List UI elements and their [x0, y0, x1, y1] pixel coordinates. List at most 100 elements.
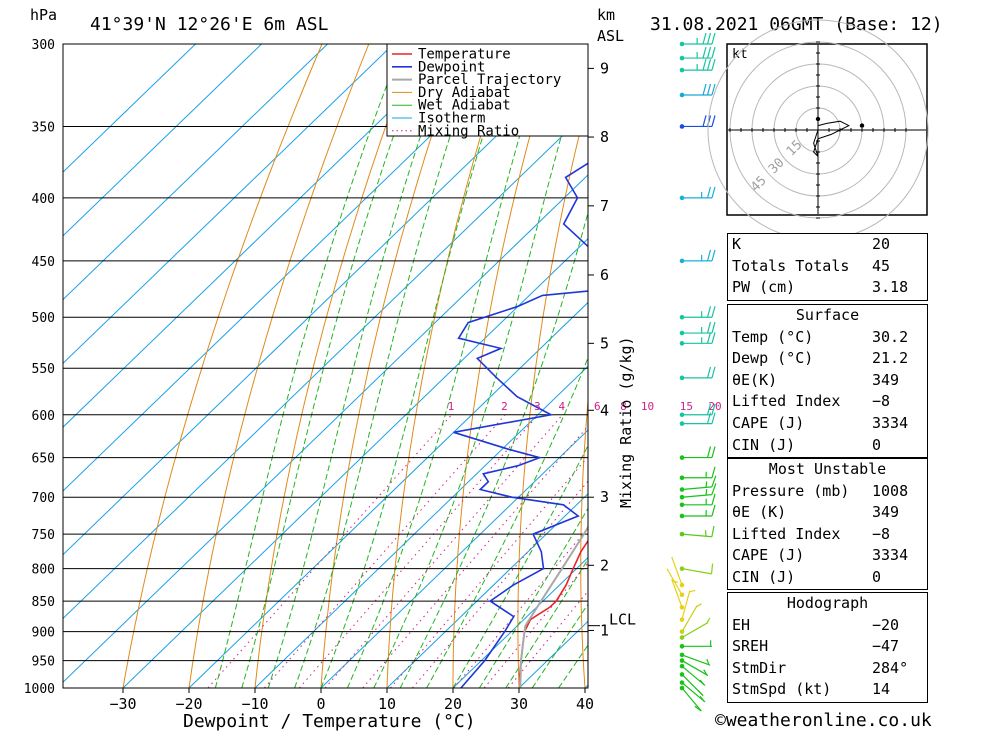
hodograph-trace — [813, 120, 850, 157]
index-value: 45 — [872, 256, 891, 275]
credit-link[interactable]: ©weatheronline.co.uk — [715, 710, 932, 731]
wind-barb-staff — [681, 665, 706, 686]
index-value: 349 — [872, 370, 900, 389]
index-label: θE (K) — [732, 503, 787, 522]
wind-barb-staff — [681, 494, 712, 498]
wind-barb-flag — [706, 249, 712, 262]
pressure-unit-label: hPa — [30, 6, 57, 24]
legend-entry: Dry Adiabat — [418, 85, 511, 101]
legend-entry: Parcel Trajectory — [418, 72, 561, 88]
wind-barb-staff — [666, 568, 683, 596]
pressure-tick-label: 450 — [32, 255, 55, 270]
index-value: 1008 — [872, 481, 909, 500]
x-tick-label: 40 — [576, 695, 594, 713]
lcl-label: LCL — [609, 611, 636, 629]
wind-barb-flag — [706, 186, 712, 199]
index-label: CAPE (J) — [732, 546, 805, 565]
most-unstable-title: Most Unstable — [768, 460, 887, 478]
wind-barb-staff — [681, 533, 712, 538]
wind-barb-flag — [706, 332, 712, 344]
index-label: CIN (J) — [732, 435, 796, 454]
wind-barb — [679, 663, 706, 686]
index-value: −8 — [872, 524, 891, 543]
index-value: 3334 — [872, 413, 909, 432]
wind-barb — [679, 46, 716, 61]
isotherm-line — [63, 44, 460, 428]
mixing-ratio-line — [362, 425, 588, 688]
wind-barb-flag — [702, 58, 707, 71]
wind-barb-staff — [681, 568, 712, 575]
wind-barb — [679, 466, 716, 481]
wind-barb — [679, 617, 711, 640]
wind-barb-flag — [711, 446, 716, 458]
wind-barb-flag — [706, 58, 712, 71]
index-row: PW (cm) 3.18 — [728, 277, 927, 299]
wind-barb-flag — [702, 83, 707, 96]
index-value: 349 — [872, 503, 900, 522]
dewpoint-line — [453, 162, 588, 688]
wind-barb — [679, 412, 716, 426]
wind-barb-flag — [711, 366, 716, 379]
mixing-ratio-label: 10 — [641, 400, 654, 413]
wind-barb — [679, 685, 702, 712]
wind-barb-halfflag — [703, 669, 708, 676]
index-label: StmDir — [732, 658, 787, 677]
wind-barb-halfflag — [671, 579, 679, 584]
wind-barb-flag — [711, 332, 716, 344]
wind-barb — [679, 504, 716, 519]
wind-barb-flag — [711, 249, 716, 262]
index-label: SREH — [732, 637, 769, 656]
index-row: CAPE (J) 3334 — [728, 413, 927, 435]
wind-barb-staff — [681, 605, 698, 632]
mixing-ratio-label: 20 — [708, 400, 721, 413]
wind-barb-halfflag — [704, 530, 707, 537]
index-label: CIN (J) — [732, 567, 796, 586]
dry-adiabat-line — [386, 44, 510, 688]
wind-barb — [679, 58, 716, 73]
wind-barb — [679, 366, 716, 381]
wind-barb — [679, 475, 717, 492]
wind-barb-flag — [711, 483, 717, 495]
wind-barb — [679, 249, 716, 264]
index-label: K — [732, 235, 742, 253]
km-tick-label: 4 — [600, 401, 609, 419]
wind-barb-flag — [711, 46, 716, 59]
wind-barb — [679, 658, 709, 677]
wind-barb — [679, 186, 716, 201]
wind-barb — [666, 568, 685, 598]
wet-adiabat-line — [399, 211, 588, 688]
wet-adiabat-line — [346, 44, 548, 688]
mixing-ratio-label: 2 — [501, 400, 508, 413]
wind-barb — [679, 680, 706, 703]
dry-adiabat-line — [580, 395, 588, 688]
isotherm-line — [63, 44, 526, 492]
mixing-ratio-label: 4 — [558, 400, 565, 413]
wind-barb — [679, 403, 716, 418]
index-value: −8 — [872, 392, 891, 411]
km-tick-label: 1 — [600, 621, 609, 639]
x-tick-label: 0 — [316, 695, 325, 713]
wind-barb-flag — [711, 403, 716, 415]
pressure-tick-label: 750 — [32, 528, 55, 543]
x-tick-label: −20 — [175, 695, 202, 713]
wind-barb-flag — [711, 466, 716, 478]
wind-barb-staff — [671, 556, 683, 586]
legend-entry: Wet Adiabat — [418, 98, 511, 114]
wind-barb-halfflag — [689, 589, 696, 593]
pressure-tick-label: 550 — [32, 362, 55, 377]
isotherm-line — [63, 44, 328, 301]
wind-barb-staff — [681, 590, 691, 620]
wet-adiabat-line — [373, 44, 588, 688]
isotherm-line — [122, 238, 588, 688]
index-row: θE (K) 349 — [728, 502, 927, 524]
mixing-ratio-label: 8 — [620, 400, 627, 413]
hodograph-title: Hodograph — [786, 594, 869, 612]
index-row: θE(K) 349 — [728, 370, 927, 392]
height-unit-label: km — [597, 6, 615, 24]
indices-panel-most-unstable: Most Unstable Pressure (mb) 1008 θE (K) 349… — [727, 458, 928, 590]
pressure-tick-label: 350 — [32, 120, 55, 135]
wind-barb — [679, 563, 714, 575]
wind-barb-flag — [694, 705, 702, 712]
isotherm-line — [63, 44, 394, 365]
